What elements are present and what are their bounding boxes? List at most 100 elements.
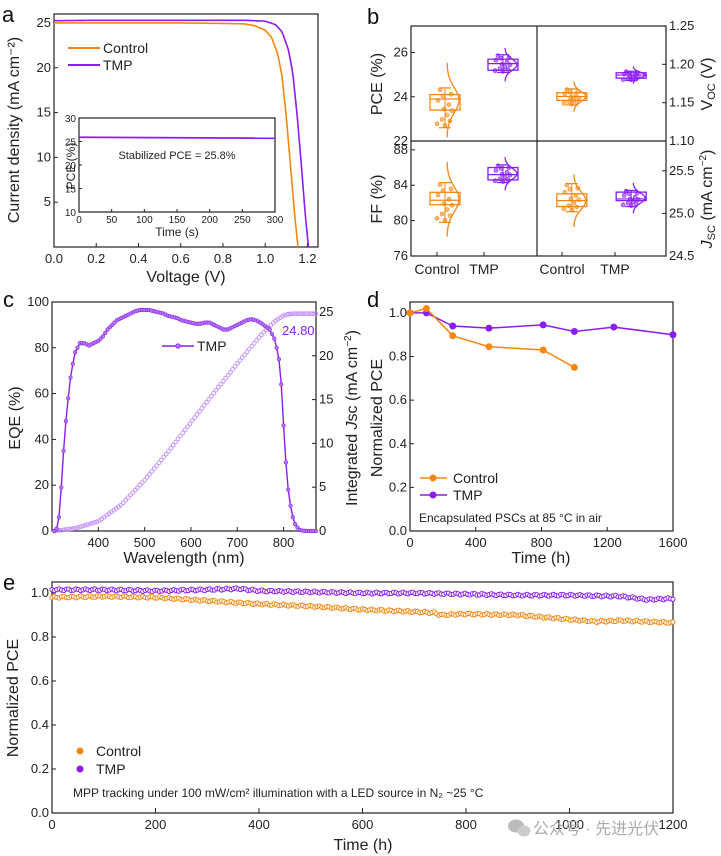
jsc-point [137,482,143,488]
panel-e-series [49,585,676,626]
box-j_sc-tmp-point [620,202,626,208]
jsc-point [258,332,264,338]
panel-c-y-right-ticks: 0 5 10 15 20 25 [312,304,333,538]
series-control-point [449,332,457,340]
panel-b-0-ytick-label: 26 [394,45,408,60]
panel-e-annotation: MPP tracking under 100 mW/cm² illuminati… [73,786,484,800]
panel-b-3-ytick-label: 25.5 [669,163,694,178]
legend-label-tmp-e: TMP [96,761,126,777]
box-ff-control-distribution [446,162,460,237]
panel-c-right-ytick-label: 25 [319,304,333,319]
jsc-point [61,527,67,533]
panel-a-ytick-label: 5 [44,194,51,209]
panel-c-y-ticks: 0 20 40 60 80 100 [27,294,56,538]
box-ff-tmp-point [507,172,513,178]
box-j_sc-tmp-distribution [632,182,646,214]
panel-e-xtick-label: 1200 [659,817,688,832]
inset-annotation: Stabilized PCE = 25.8% [118,150,235,162]
box-j_sc-control-point [576,197,582,202]
panel-b-2-ytick-label: 84 [394,177,408,192]
jsc-point [213,387,219,393]
panel-a-xtick-label: 0.6 [172,251,190,266]
inset-xtick-label: 150 [169,215,186,226]
series-tmp-point [570,327,578,335]
jsc-point [254,338,259,343]
panel-a-frame [53,13,319,248]
panel-b-ylabel-pce: PCE (%) [369,53,386,115]
panel-b-boxes [429,48,647,237]
panel-c-series [51,307,319,534]
panel-b-category-control: Control [539,261,584,277]
panel-b-2-ytick-label: 80 [394,213,408,228]
jsc-point [154,463,159,469]
inset-xtick-label: 0 [76,215,82,226]
jsc-point [201,402,207,408]
series-tmp-point [610,323,618,331]
box-pce-control-point [440,93,446,99]
wechat-icon [508,819,531,837]
box-v_oc-control-point [576,95,582,101]
series-tmp-point [539,321,547,329]
box-j_sc-tmp-point [626,191,632,196]
eqe-point [54,526,59,531]
jsc-point [156,460,162,466]
jsc-point [285,312,290,317]
panel-c-xtick-label: 500 [134,535,156,550]
eqe-point [274,345,279,350]
legend-marker-tmp-c [175,343,181,349]
panel-b-category-tmp: TMP [469,261,499,277]
panel-b-1-ytick-label: 1.10 [669,133,694,148]
box-v_oc-control-point [562,91,568,97]
box-v_oc-control-point [569,101,575,107]
panel-d-xtick-label: 400 [465,535,487,550]
panel-b-1-ytick-label: 1.15 [669,95,694,110]
box-pce-tmp-point [492,68,498,73]
panel-b-box-plots: 22 24 26 1.10 1.15 1.20 1.25 76 80 84 88 24.5 25.0 25… [369,18,718,277]
box-v_oc-control-point [571,97,577,103]
series-tmp-point [449,322,457,330]
box-ff-tmp-point [502,174,508,180]
jsc-point [151,466,157,471]
jsc-point [192,415,198,420]
legend-label-tmp-c: TMP [197,338,227,354]
jsc-point [308,311,314,317]
panel-e-frame [51,581,674,814]
jsc-point [90,520,95,526]
jsc-point [225,372,231,378]
panel-d-ytick-label: 0.8 [389,349,407,364]
inset-ytick-label: 10 [65,208,77,219]
panel-a-jv-curve: 0.0 0.2 0.4 0.6 0.8 1.0 1.2 5 10 15 20 25 Voltage … [6,13,319,286]
legend-label-control: Control [103,40,148,56]
jsc-point [78,524,83,530]
box-pce-tmp-point [498,55,504,61]
jsc-point [301,311,307,317]
panel-label-a: a [2,2,15,27]
jsc-point [128,492,133,498]
box-v_oc-tmp-point [621,71,627,77]
panel-c-xtick-label: 800 [273,535,295,550]
box-ff-control-point [441,201,447,206]
jsc-point [230,366,236,372]
panel-e-xtick-label: 0 [48,817,55,832]
panel-b-ylabel-voc: VOC (V) [699,58,718,111]
jsc-point [182,427,188,433]
jsc-point [166,448,171,454]
panel-a-ytick-label: 25 [37,15,51,30]
box-v_oc-tmp-point [620,77,626,82]
panel-b-1-ytick-label: 1.25 [669,18,694,33]
jsc-point [299,311,305,317]
jsc-point [168,445,174,451]
eqe-point [281,423,286,428]
jsc-point [132,487,138,493]
series-control-point [485,343,493,351]
panel-a-y-ticks: 5 10 15 20 25 [37,15,58,209]
panel-e-mpp-tracking: 0 200 400 600 800 1000 1200 0.0 0.2 0.4 0.6 0.8 1.0… [5,581,688,854]
box-ff-tmp-point [492,178,498,184]
eqe-point [63,418,68,424]
inset-xlabel: Time (s) [155,225,199,239]
panel-c-xtick-label: 600 [180,535,202,550]
jsc-point [82,522,88,528]
jsc-point [87,521,93,527]
panel-b-category-tmp: TMP [600,261,630,277]
